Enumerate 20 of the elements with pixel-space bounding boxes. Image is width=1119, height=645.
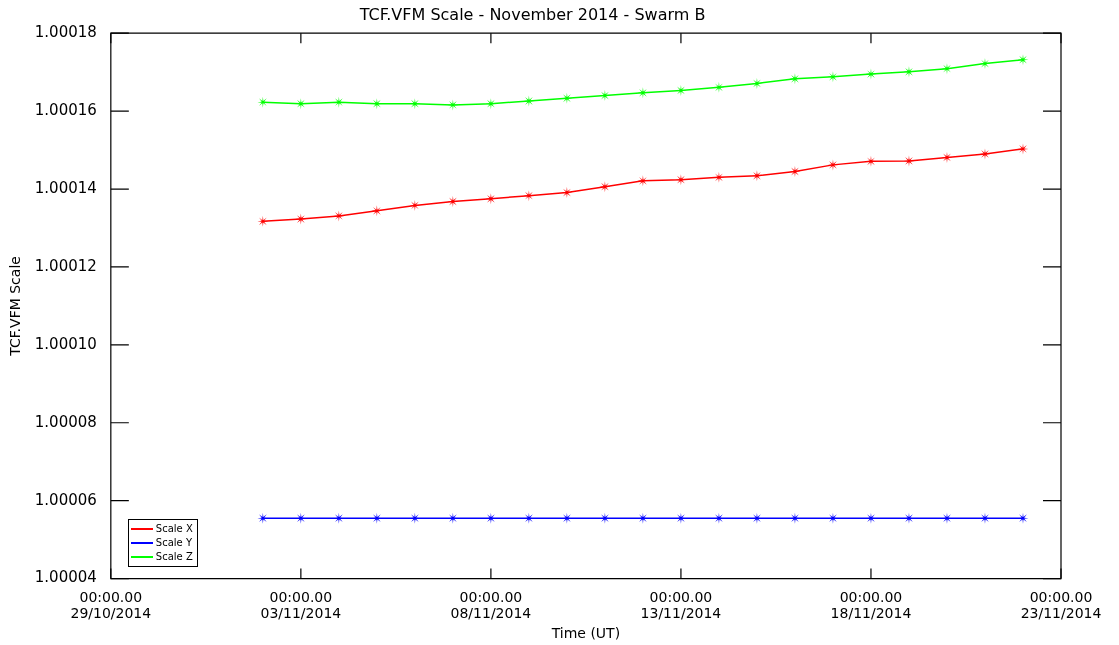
y-tick-label: 1.00006 bbox=[34, 490, 97, 509]
y-tick-label: 1.00008 bbox=[34, 412, 97, 431]
x-tick-label: 00:00.00 08/11/2014 bbox=[450, 588, 532, 622]
y-tick-label: 1.00014 bbox=[34, 178, 97, 197]
y-tick-label: 1.00018 bbox=[34, 23, 97, 42]
x-axis-title: Time (UT) bbox=[550, 625, 621, 642]
y-tick-label: 1.00004 bbox=[34, 568, 97, 587]
legend-label: Scale Z bbox=[155, 551, 193, 563]
x-tick-label: 00:00.00 29/10/2014 bbox=[70, 588, 152, 622]
legend-label: Scale Y bbox=[155, 537, 193, 549]
y-tick-label: 1.00012 bbox=[34, 256, 97, 275]
chart-title: TCF.VFM Scale - November 2014 - Swarm B bbox=[358, 4, 706, 24]
y-tick-label: 1.00016 bbox=[34, 101, 97, 119]
legend-label: Scale X bbox=[155, 523, 193, 535]
x-tick-label: 00:00.00 13/11/2014 bbox=[640, 588, 722, 622]
x-tick-label: 00:00.00 18/11/2014 bbox=[830, 588, 912, 622]
y-tick-label: 1.00010 bbox=[34, 334, 97, 353]
y-axis-title: TCF.VFM Scale bbox=[7, 256, 24, 357]
x-tick-label: 00:00.00 03/11/2014 bbox=[260, 588, 342, 622]
x-tick-label: 00:00.00 23/11/2014 bbox=[1020, 588, 1102, 622]
